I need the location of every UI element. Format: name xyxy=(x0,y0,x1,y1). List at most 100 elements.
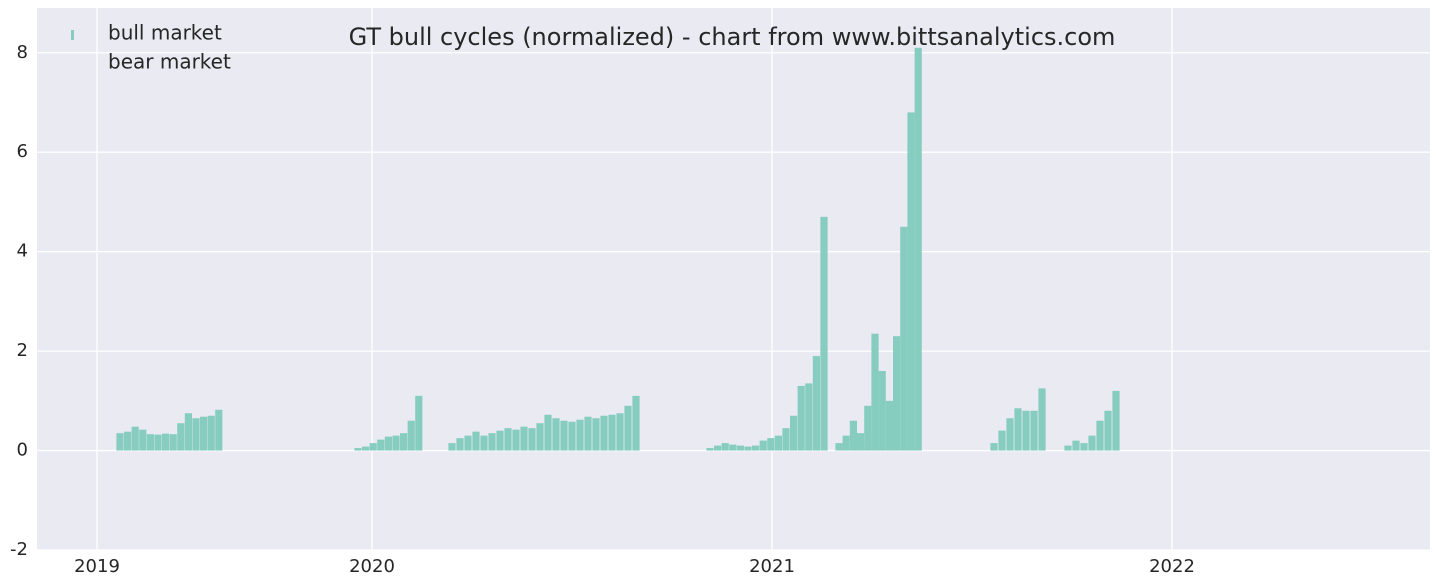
bar xyxy=(1006,418,1014,451)
legend-marker xyxy=(71,59,74,69)
bar xyxy=(215,409,223,451)
y-tick-label: 8 xyxy=(17,42,28,63)
bar xyxy=(520,426,528,451)
bar xyxy=(914,47,922,451)
bar xyxy=(354,448,362,451)
bar xyxy=(736,445,744,451)
bar xyxy=(1072,440,1080,451)
bar xyxy=(729,444,737,451)
bar xyxy=(407,420,415,451)
bar xyxy=(472,431,480,451)
bar xyxy=(592,418,600,451)
bar xyxy=(812,356,820,451)
legend-marker xyxy=(71,30,74,40)
bar xyxy=(584,416,592,451)
bar xyxy=(805,383,813,451)
bar xyxy=(1080,443,1088,451)
bar xyxy=(835,443,843,451)
bar xyxy=(464,435,472,451)
bar xyxy=(721,443,729,451)
bar xyxy=(616,413,624,451)
y-tick-label: 2 xyxy=(17,340,28,361)
legend-label: bear market xyxy=(108,50,231,74)
bar xyxy=(1022,410,1030,451)
bar xyxy=(1104,410,1112,451)
bar xyxy=(154,434,162,451)
bar xyxy=(774,435,782,451)
bar xyxy=(116,433,124,451)
y-tick-label: 4 xyxy=(17,241,28,262)
bar xyxy=(480,435,488,451)
y-tick-label: 0 xyxy=(17,440,28,461)
bar xyxy=(767,438,775,451)
x-tick-label: 2022 xyxy=(1149,556,1195,577)
bar xyxy=(1038,388,1046,451)
bar xyxy=(568,421,576,451)
bar xyxy=(893,336,901,451)
bar xyxy=(131,426,139,451)
bar xyxy=(608,414,616,451)
bar xyxy=(706,448,714,451)
plot-area xyxy=(37,8,1430,550)
bar xyxy=(871,333,879,451)
bar xyxy=(849,420,857,451)
bar xyxy=(878,370,886,451)
bar xyxy=(864,405,872,451)
bar xyxy=(1096,420,1104,451)
bar xyxy=(714,445,722,451)
bar xyxy=(552,418,560,451)
bar xyxy=(169,434,177,451)
bar xyxy=(377,439,385,451)
bar xyxy=(1014,408,1022,451)
x-tick-label: 2021 xyxy=(749,556,795,577)
bar xyxy=(177,423,185,451)
bar xyxy=(124,431,132,451)
bar xyxy=(907,112,915,451)
bar xyxy=(820,216,828,451)
bar xyxy=(488,433,496,451)
bar xyxy=(797,385,805,451)
bar xyxy=(146,434,154,451)
bar xyxy=(744,446,752,451)
bar xyxy=(560,420,568,451)
bar xyxy=(624,405,632,451)
bar xyxy=(200,416,208,451)
bar xyxy=(1088,435,1096,451)
legend-label: bull market xyxy=(108,21,222,45)
bar xyxy=(392,435,400,451)
bar xyxy=(369,443,377,451)
bar xyxy=(759,440,767,451)
bar xyxy=(885,400,893,451)
bar xyxy=(504,428,512,451)
bar xyxy=(1030,410,1038,451)
bar xyxy=(1112,390,1120,451)
bar xyxy=(184,413,192,451)
bar xyxy=(782,428,790,451)
bar xyxy=(544,414,552,451)
bar xyxy=(512,429,520,451)
bar xyxy=(207,415,215,451)
bar xyxy=(990,443,998,451)
bar xyxy=(600,415,608,451)
bar xyxy=(790,415,798,451)
bar xyxy=(415,395,423,451)
bar xyxy=(456,438,464,451)
bar xyxy=(632,395,640,451)
y-tick-label: 6 xyxy=(17,141,28,162)
bar xyxy=(842,435,850,451)
bar xyxy=(752,445,760,451)
bar xyxy=(496,430,504,451)
x-tick-label: 2019 xyxy=(74,556,120,577)
bar xyxy=(139,429,147,451)
bar xyxy=(384,436,392,451)
bar xyxy=(448,443,456,451)
bar xyxy=(192,418,200,451)
bar xyxy=(528,428,536,451)
bar xyxy=(400,433,408,451)
bar xyxy=(536,423,544,451)
bar xyxy=(998,430,1006,451)
bar xyxy=(857,433,865,451)
chart-title: GT bull cycles (normalized) - chart from… xyxy=(349,23,1116,51)
bar xyxy=(362,446,370,451)
